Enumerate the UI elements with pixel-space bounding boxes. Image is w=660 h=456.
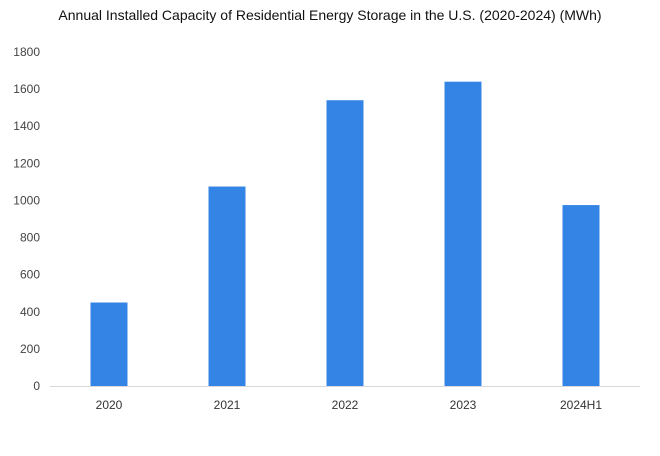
x-tick-label: 2024H1 [560,398,602,412]
chart-title: Annual Installed Capacity of Residential… [58,7,601,23]
x-tick-label: 2021 [214,398,241,412]
y-axis-ticks: 0 200 400 600 800 1000 1200 1400 1600 1800 [13,45,40,393]
y-tick-label: 0 [33,379,40,393]
y-tick-label: 1800 [13,45,40,59]
bar-2020 [90,302,128,386]
bar-2021 [208,186,246,386]
y-tick-label: 600 [20,268,40,282]
x-tick-label: 2020 [96,398,123,412]
y-tick-label: 800 [20,231,40,245]
x-tick-label: 2023 [450,398,477,412]
y-tick-label: 400 [20,305,40,319]
y-tick-label: 1000 [13,193,40,207]
bar-2022 [326,100,364,386]
y-tick-label: 200 [20,342,40,356]
bar-2023 [444,81,482,386]
bar-2024h1 [562,205,600,386]
y-tick-label: 1200 [13,156,40,170]
x-axis-categories: 2020 2021 2022 2023 2024H1 [96,398,603,412]
y-tick-label: 1600 [13,82,40,96]
x-tick-label: 2022 [332,398,359,412]
y-tick-label: 1400 [13,119,40,133]
bar-series [90,81,600,386]
